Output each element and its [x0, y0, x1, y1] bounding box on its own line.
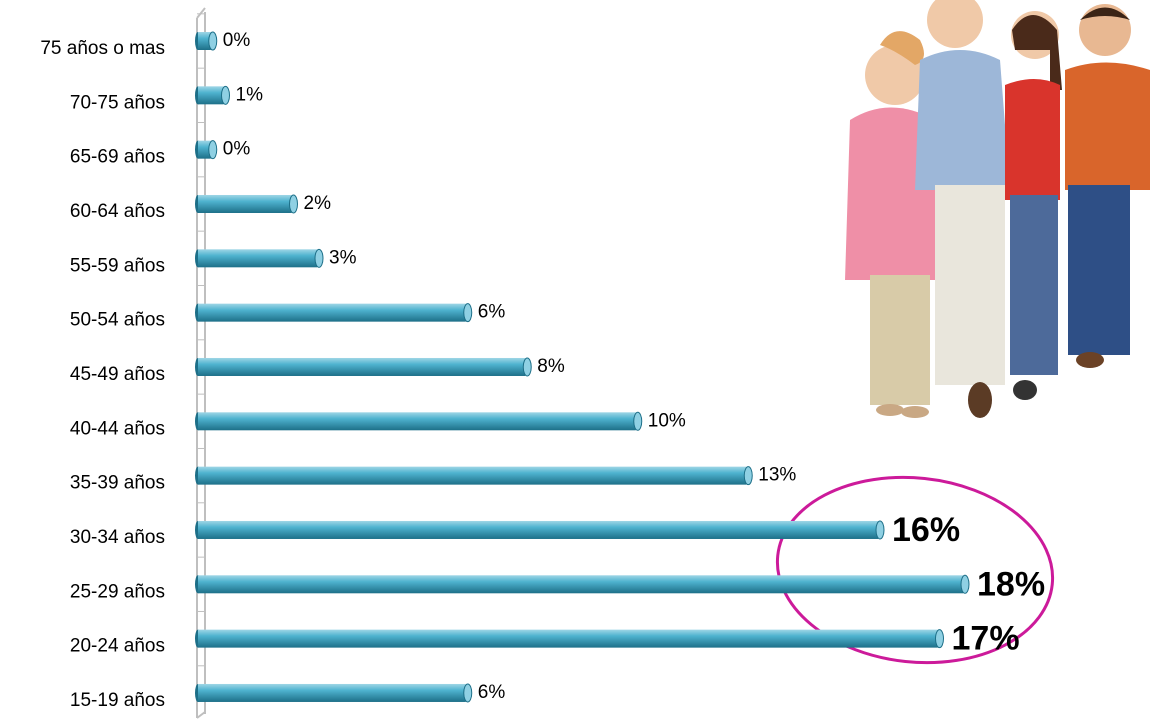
data-label: 0%: [223, 139, 251, 160]
bar-cap: [464, 684, 472, 702]
bar-cap: [290, 195, 298, 213]
data-label: 8%: [537, 356, 565, 377]
y-tick-label: 60-64 años: [70, 201, 165, 222]
y-tick-label: 35-39 años: [70, 473, 165, 494]
y-tick-label: 30-34 años: [70, 527, 165, 548]
data-label: 10%: [648, 410, 686, 431]
data-label: 1%: [236, 84, 264, 105]
bar: [198, 521, 878, 539]
y-tick-label: 45-49 años: [70, 364, 165, 385]
bar: [198, 195, 292, 213]
bar-cap: [634, 412, 642, 430]
bar-cap: [523, 358, 531, 376]
bar-cap: [315, 249, 323, 267]
bar-cap: [464, 304, 472, 322]
page: {"chart_data": {"type": "bar", "orientat…: [0, 0, 1150, 726]
data-label: 6%: [478, 682, 506, 703]
data-label: 3%: [329, 247, 357, 268]
y-tick-label: 25-29 años: [70, 581, 165, 602]
bar-cap: [876, 521, 884, 539]
bar: [198, 358, 525, 376]
y-tick-label: 15-19 años: [70, 690, 165, 711]
bar-cap: [222, 86, 230, 104]
photo: [830, 0, 1150, 430]
y-tick-label: 55-59 años: [70, 255, 165, 276]
axis-line: [197, 8, 205, 18]
data-label: 18%: [977, 565, 1045, 603]
bar: [198, 575, 963, 593]
bar: [198, 304, 466, 322]
bar-cap: [209, 141, 217, 159]
data-label: 16%: [892, 511, 960, 549]
bar: [198, 412, 636, 430]
bar-cap: [209, 32, 217, 50]
y-tick-label: 70-75 años: [70, 92, 165, 113]
bar: [198, 684, 466, 702]
bar-cap: [936, 630, 944, 648]
bar: [198, 630, 938, 648]
bar: [198, 86, 224, 104]
data-label: 2%: [304, 193, 332, 214]
axis-line: [197, 712, 205, 718]
y-tick-label: 40-44 años: [70, 418, 165, 439]
chart: 75 años o mas 0% 70-75 años 1% 65-69 años 0% 6…: [0, 0, 1150, 721]
data-label: 17%: [952, 620, 1020, 658]
data-label: 13%: [758, 465, 796, 486]
data-label: 0%: [223, 30, 251, 51]
y-tick-label: 50-54 años: [70, 310, 165, 331]
bar: [198, 249, 317, 267]
data-label: 6%: [478, 302, 506, 323]
y-tick-label: 65-69 años: [70, 147, 165, 168]
y-tick-label: 20-24 años: [70, 636, 165, 657]
bar: [198, 467, 746, 485]
bar-cap: [744, 467, 752, 485]
y-tick-label: 75 años o mas: [40, 38, 165, 59]
bar-cap: [961, 575, 969, 593]
